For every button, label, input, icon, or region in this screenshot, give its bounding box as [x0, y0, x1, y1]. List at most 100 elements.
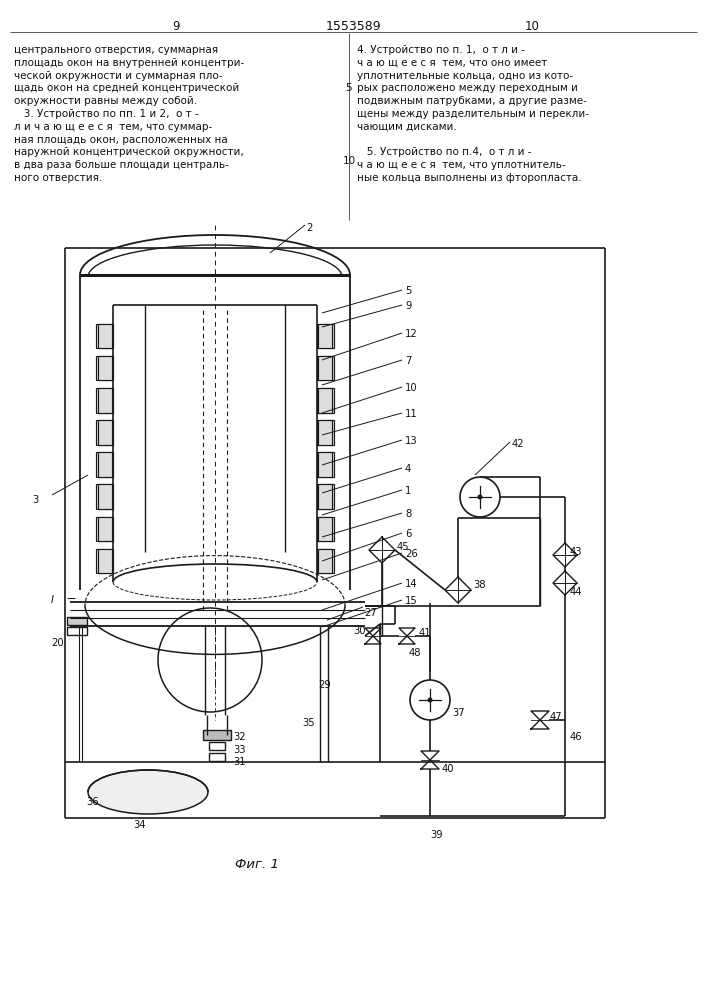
- Text: площадь окон на внутренней концентри-: площадь окон на внутренней концентри-: [14, 58, 244, 68]
- Text: щадь окон на средней концентрической: щадь окон на средней концентрической: [14, 83, 239, 93]
- Text: окружности равны между собой.: окружности равны между собой.: [14, 96, 197, 106]
- Bar: [96, 324, 113, 348]
- Text: 7: 7: [405, 356, 411, 366]
- Text: 9: 9: [405, 301, 411, 311]
- Bar: [96, 549, 113, 573]
- Text: 48: 48: [409, 648, 421, 658]
- Text: ч а ю щ е е с я  тем, что оно имеет: ч а ю щ е е с я тем, что оно имеет: [357, 58, 547, 68]
- Text: 42: 42: [512, 439, 525, 449]
- Text: уплотнительные кольца, одно из кото-: уплотнительные кольца, одно из кото-: [357, 71, 573, 81]
- Text: центрального отверстия, суммарная: центрального отверстия, суммарная: [14, 45, 218, 55]
- Bar: [318, 484, 332, 509]
- Text: 40: 40: [442, 764, 455, 774]
- Text: 11: 11: [405, 409, 418, 419]
- Text: 10: 10: [525, 20, 539, 33]
- Text: 10: 10: [405, 383, 418, 393]
- Text: 5: 5: [405, 286, 411, 296]
- Bar: [96, 452, 113, 477]
- Bar: [209, 753, 225, 761]
- Text: 33: 33: [233, 745, 245, 755]
- Bar: [318, 420, 332, 445]
- Bar: [318, 356, 332, 380]
- Text: 8: 8: [405, 509, 411, 519]
- Text: 3. Устройство по пп. 1 и 2,  о т -: 3. Устройство по пп. 1 и 2, о т -: [14, 109, 199, 119]
- Text: 4. Устройство по п. 1,  о т л и -: 4. Устройство по п. 1, о т л и -: [357, 45, 525, 55]
- Bar: [98, 484, 112, 509]
- Bar: [317, 324, 334, 348]
- Circle shape: [477, 494, 482, 499]
- Text: 9: 9: [173, 20, 180, 33]
- Bar: [317, 484, 334, 509]
- Bar: [98, 420, 112, 445]
- Text: 43: 43: [570, 547, 583, 557]
- Bar: [317, 356, 334, 380]
- Bar: [318, 549, 332, 573]
- Text: 1553589: 1553589: [325, 20, 381, 33]
- Bar: [96, 356, 113, 380]
- Text: чающим дисками.: чающим дисками.: [357, 122, 457, 132]
- Text: ные кольца выполнены из фторопласта.: ные кольца выполнены из фторопласта.: [357, 173, 582, 183]
- Bar: [98, 388, 112, 413]
- Text: 47: 47: [550, 712, 563, 722]
- Text: 2: 2: [306, 223, 312, 233]
- Bar: [98, 324, 112, 348]
- Text: 14: 14: [405, 579, 418, 589]
- Text: 10: 10: [342, 156, 356, 166]
- Bar: [96, 420, 113, 445]
- Text: наружной концентрической окружности,: наружной концентрической окружности,: [14, 147, 244, 157]
- Bar: [203, 730, 231, 740]
- Bar: [318, 517, 332, 541]
- Bar: [98, 452, 112, 477]
- Bar: [67, 627, 87, 635]
- Text: 20: 20: [51, 638, 64, 648]
- Text: 36: 36: [86, 797, 98, 807]
- Ellipse shape: [88, 770, 208, 814]
- Bar: [96, 388, 113, 413]
- Circle shape: [428, 698, 433, 702]
- Bar: [209, 742, 225, 750]
- Text: щены между разделительным и перекли-: щены между разделительным и перекли-: [357, 109, 589, 119]
- Text: 12: 12: [405, 329, 418, 339]
- Bar: [317, 388, 334, 413]
- Text: 45: 45: [397, 542, 409, 552]
- Text: 41: 41: [419, 628, 432, 638]
- Text: ч а ю щ е е с я  тем, что уплотнитель-: ч а ю щ е е с я тем, что уплотнитель-: [357, 160, 566, 170]
- Text: 30: 30: [353, 626, 366, 636]
- Text: 5. Устройство по п.4,  о т л и -: 5. Устройство по п.4, о т л и -: [357, 147, 532, 157]
- Text: ного отверстия.: ного отверстия.: [14, 173, 103, 183]
- Text: I: I: [51, 595, 54, 605]
- Text: 38: 38: [473, 580, 486, 590]
- Text: 35: 35: [302, 718, 315, 728]
- Text: подвижным патрубками, а другие разме-: подвижным патрубками, а другие разме-: [357, 96, 587, 106]
- Bar: [318, 388, 332, 413]
- Bar: [98, 356, 112, 380]
- Text: 26: 26: [405, 549, 418, 559]
- Bar: [317, 549, 334, 573]
- Text: 13: 13: [405, 436, 418, 446]
- Text: в два раза больше площади централь-: в два раза больше площади централь-: [14, 160, 229, 170]
- Text: 46: 46: [570, 732, 583, 742]
- Bar: [98, 517, 112, 541]
- Bar: [318, 452, 332, 477]
- Bar: [98, 549, 112, 573]
- Text: 6: 6: [405, 529, 411, 539]
- Text: 37: 37: [452, 708, 464, 718]
- Text: 44: 44: [570, 587, 583, 597]
- Text: 3: 3: [32, 495, 38, 505]
- Bar: [317, 420, 334, 445]
- Bar: [96, 517, 113, 541]
- Bar: [67, 617, 87, 625]
- Bar: [317, 517, 334, 541]
- Text: 29: 29: [318, 680, 331, 690]
- Bar: [317, 452, 334, 477]
- Text: Фиг. 1: Фиг. 1: [235, 858, 279, 871]
- Text: 34: 34: [133, 820, 146, 830]
- Text: 32: 32: [233, 732, 245, 742]
- Text: ческой окружности и суммарная пло-: ческой окружности и суммарная пло-: [14, 71, 223, 81]
- Text: 27: 27: [364, 608, 377, 618]
- Text: л и ч а ю щ е е с я  тем, что суммар-: л и ч а ю щ е е с я тем, что суммар-: [14, 122, 212, 132]
- Bar: [96, 484, 113, 509]
- Text: 39: 39: [430, 830, 443, 840]
- Text: 15: 15: [405, 596, 418, 606]
- Text: ная площадь окон, расположенных на: ная площадь окон, расположенных на: [14, 135, 228, 145]
